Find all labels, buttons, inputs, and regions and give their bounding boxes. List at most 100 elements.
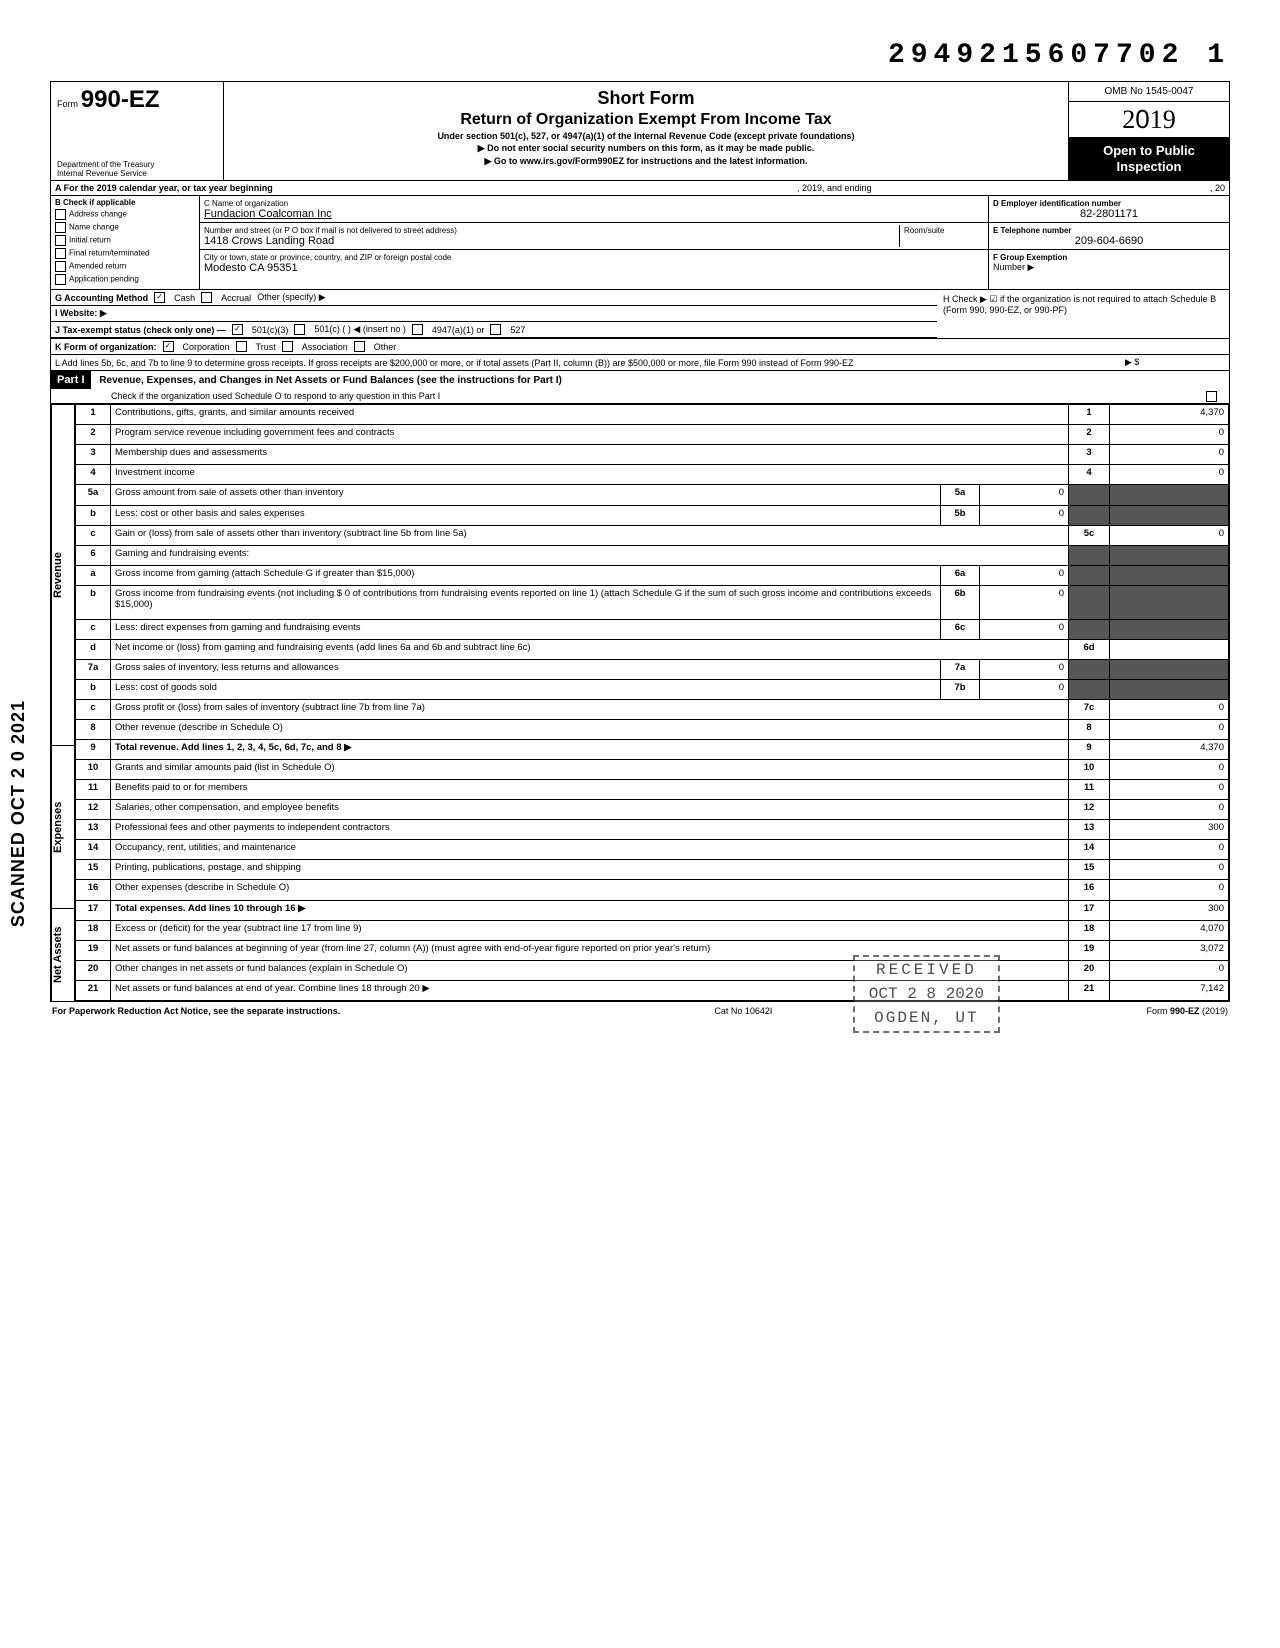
shv6c bbox=[1110, 619, 1229, 639]
r1: 1 bbox=[1069, 405, 1110, 425]
row-g: G Accounting Method Cash Accrual Other (… bbox=[51, 290, 937, 306]
row-a-end: , 20 bbox=[1061, 181, 1229, 195]
r16: 16 bbox=[1069, 880, 1110, 900]
c-addr-label: Number and street (or P O box if mail is… bbox=[204, 226, 457, 235]
n6: 6 bbox=[76, 545, 111, 565]
n6c: c bbox=[76, 619, 111, 639]
col-b: B Check if applicable Address change Nam… bbox=[51, 196, 200, 289]
org-street: 1418 Crows Landing Road bbox=[204, 235, 334, 247]
l-arrow: ▶ $ bbox=[1125, 357, 1225, 368]
d-ein-label: D Employer identification number bbox=[993, 199, 1121, 208]
lbl-application-pending: Application pending bbox=[69, 275, 139, 284]
sh6b bbox=[1069, 585, 1110, 619]
irs-link-note: ▶ Go to www.irs.gov/Form990EZ for instru… bbox=[232, 156, 1060, 167]
v20: 0 bbox=[1110, 960, 1229, 980]
lbl-527: 527 bbox=[510, 325, 525, 335]
r10: 10 bbox=[1069, 760, 1110, 780]
cb-accrual[interactable] bbox=[201, 292, 212, 303]
row-h: H Check ▶ ☑ if the organization is not r… bbox=[937, 290, 1229, 338]
d7b: Less: cost of goods sold bbox=[111, 679, 941, 699]
v13: 300 bbox=[1110, 820, 1229, 840]
r7c: 7c bbox=[1069, 699, 1110, 719]
n7a: 7a bbox=[76, 659, 111, 679]
r21: 21 bbox=[1069, 980, 1110, 1000]
n20: 20 bbox=[76, 960, 111, 980]
iv5a: 0 bbox=[980, 485, 1069, 505]
v1: 4,370 bbox=[1110, 405, 1229, 425]
n11: 11 bbox=[76, 780, 111, 800]
e-phone-label: E Telephone number bbox=[993, 226, 1072, 235]
g-label: G Accounting Method bbox=[55, 293, 148, 303]
d6d: Net income or (loss) from gaming and fun… bbox=[111, 639, 1069, 659]
lbl-501c: 501(c) ( ) ◀ (insert no ) bbox=[314, 324, 405, 335]
cb-amended[interactable] bbox=[55, 261, 66, 272]
cb-assoc[interactable] bbox=[282, 341, 293, 352]
d5c: Gain or (loss) from sale of assets other… bbox=[111, 525, 1069, 545]
n15: 15 bbox=[76, 860, 111, 880]
cb-address-change[interactable] bbox=[55, 209, 66, 220]
r5c: 5c bbox=[1069, 525, 1110, 545]
iv6b: 0 bbox=[980, 585, 1069, 619]
r18: 18 bbox=[1069, 920, 1110, 940]
scanned-stamp: SCANNED OCT 2 0 2021 bbox=[8, 700, 29, 927]
n21: 21 bbox=[76, 980, 111, 1000]
d10: Grants and similar amounts paid (list in… bbox=[111, 760, 1069, 780]
cb-501c3[interactable] bbox=[232, 324, 243, 335]
header-right: OMB No 1545-0047 20201919 Open to Public… bbox=[1069, 82, 1229, 180]
v15: 0 bbox=[1110, 860, 1229, 880]
org-name: Fundacion Coalcoman Inc bbox=[204, 208, 332, 220]
dln-number: 2949215607702 1 bbox=[50, 40, 1230, 71]
v18: 4,070 bbox=[1110, 920, 1229, 940]
in6c: 6c bbox=[941, 619, 980, 639]
d7c: Gross profit or (loss) from sales of inv… bbox=[111, 699, 1069, 719]
v6d bbox=[1110, 639, 1229, 659]
v17: 300 bbox=[1110, 900, 1229, 920]
row-l: L Add lines 5b, 6c, and 7b to line 9 to … bbox=[51, 355, 1229, 371]
lbl-name-change: Name change bbox=[69, 223, 119, 232]
in5b: 5b bbox=[941, 505, 980, 525]
cb-trust[interactable] bbox=[236, 341, 247, 352]
v11: 0 bbox=[1110, 780, 1229, 800]
lbl-other-org: Other bbox=[374, 342, 397, 352]
sh6a bbox=[1069, 565, 1110, 585]
r8: 8 bbox=[1069, 719, 1110, 739]
in7a: 7a bbox=[941, 659, 980, 679]
d18: Excess or (deficit) for the year (subtra… bbox=[111, 920, 1069, 940]
cb-cash[interactable] bbox=[154, 292, 165, 303]
ein-value: 82-2801171 bbox=[993, 208, 1225, 220]
sh7a bbox=[1069, 659, 1110, 679]
cb-501c[interactable] bbox=[294, 324, 305, 335]
cb-corp[interactable] bbox=[163, 341, 174, 352]
lbl-assoc: Association bbox=[302, 342, 348, 352]
col-c: C Name of organization Fundacion Coalcom… bbox=[200, 196, 989, 289]
header-left: Form 990-EZ Department of the Treasury I… bbox=[51, 82, 224, 180]
sh6c bbox=[1069, 619, 1110, 639]
r11: 11 bbox=[1069, 780, 1110, 800]
n2: 2 bbox=[76, 425, 111, 445]
i-website-label: I Website: ▶ bbox=[55, 308, 107, 319]
iv7a: 0 bbox=[980, 659, 1069, 679]
d5b: Less: cost or other basis and sales expe… bbox=[111, 505, 941, 525]
n5c: c bbox=[76, 525, 111, 545]
n18: 18 bbox=[76, 920, 111, 940]
cb-4947[interactable] bbox=[412, 324, 423, 335]
k-label: K Form of organization: bbox=[55, 342, 157, 352]
part1-title: Revenue, Expenses, and Changes in Net As… bbox=[93, 375, 562, 386]
cb-name-change[interactable] bbox=[55, 222, 66, 233]
cb-schedule-o[interactable] bbox=[1206, 391, 1217, 402]
tax-year: 20201919 bbox=[1069, 102, 1229, 137]
d5a: Gross amount from sale of assets other t… bbox=[111, 485, 941, 505]
cb-final-return[interactable] bbox=[55, 248, 66, 259]
d6a: Gross income from gaming (attach Schedul… bbox=[111, 565, 941, 585]
n12: 12 bbox=[76, 800, 111, 820]
col-de: D Employer identification number 82-2801… bbox=[989, 196, 1229, 289]
r3: 3 bbox=[1069, 445, 1110, 465]
cb-other-org[interactable] bbox=[354, 341, 365, 352]
d12: Salaries, other compensation, and employ… bbox=[111, 800, 1069, 820]
cb-527[interactable] bbox=[490, 324, 501, 335]
lbl-amended: Amended return bbox=[69, 262, 126, 271]
shv6b bbox=[1110, 585, 1229, 619]
cb-initial-return[interactable] bbox=[55, 235, 66, 246]
cb-application-pending[interactable] bbox=[55, 274, 66, 285]
d15: Printing, publications, postage, and shi… bbox=[111, 860, 1069, 880]
